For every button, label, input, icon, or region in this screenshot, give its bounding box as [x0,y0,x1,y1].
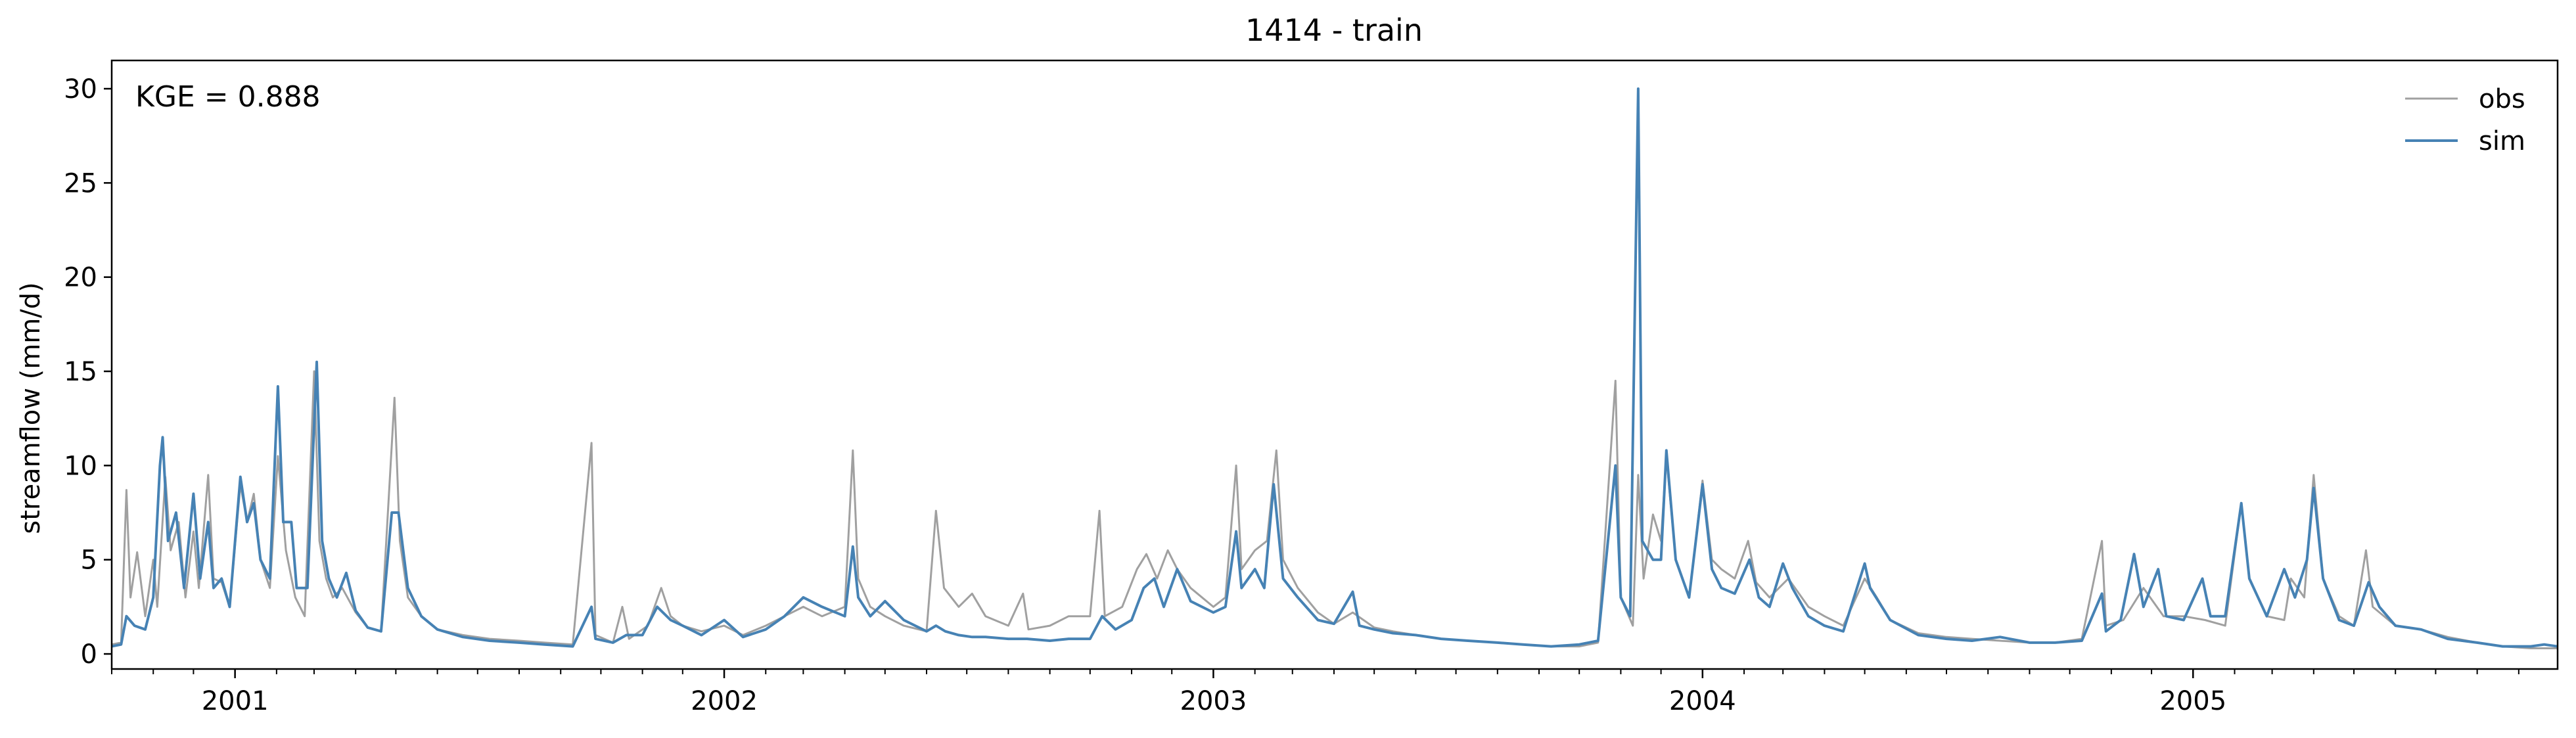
y-tick-label: 15 [64,357,97,387]
kge-annotation: KGE = 0.888 [135,80,321,114]
x-tick-label: 2001 [202,686,269,716]
legend-label-sim: sim [2479,126,2525,156]
y-tick-label: 20 [64,263,97,293]
x-tick-label: 2002 [691,686,758,716]
axes-layer: 0 5 10 15 20 25 30 2001 2002 2003 2004 2005 [64,59,2559,716]
y-axis-label: streamflow (mm/d) [16,282,46,534]
y-tick-label: 25 [64,168,97,198]
legend-label-obs: obs [2479,84,2525,114]
x-tick-label: 2005 [2159,686,2226,716]
series-layer [112,87,2558,649]
series-line-sim [112,87,2558,648]
legend: obs sim [2405,84,2525,156]
x-tick-label: 2004 [1669,686,1736,716]
y-tick-label: 0 [81,639,97,670]
chart-title: 1414 - train [1245,12,1423,48]
x-tick-label: 2003 [1180,686,1247,716]
axes-frame [110,59,2559,670]
y-tick-label: 10 [64,451,97,481]
y-tick-label: 5 [81,545,97,576]
y-tick-label: 30 [64,74,97,104]
